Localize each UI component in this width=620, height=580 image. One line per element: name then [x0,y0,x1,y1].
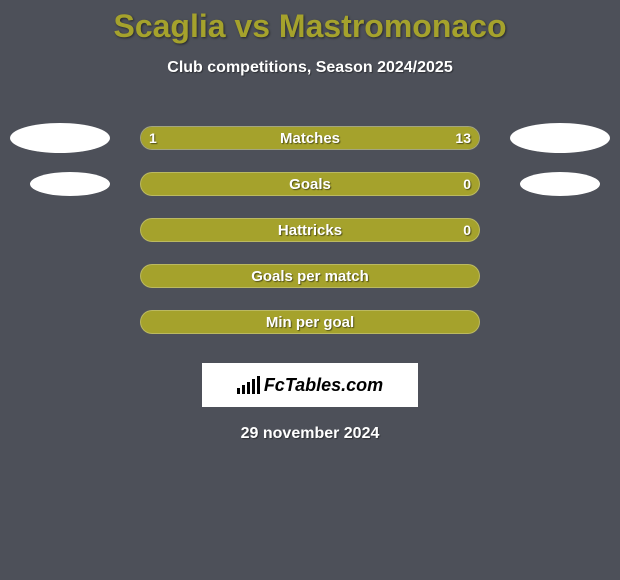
bar-wrap: Hattricks0 [140,218,480,242]
bar-wrap: Matches1 13 [140,126,480,150]
logo-box: FcTables.com [202,363,418,407]
logo-bars-icon [237,376,260,394]
player-avatar-right [510,123,610,153]
comparison-row: Min per goal [0,299,620,345]
comparison-row: Goals per match [0,253,620,299]
player-avatar-left [10,123,110,153]
bar-wrap: Goals0 [140,172,480,196]
date-text: 29 november 2024 [0,425,620,443]
bar-label: Min per goal [141,311,479,333]
player-avatar-right [520,172,600,196]
bar-label: Matches [141,127,479,149]
bar-value-right: 0 [455,219,479,241]
bar-label: Goals [141,173,479,195]
player-avatar-left [30,172,110,196]
bar-value-right: 0 [455,173,479,195]
page-title: Scaglia vs Mastromonaco [0,0,620,45]
comparison-row: Goals0 [0,161,620,207]
bar-wrap: Min per goal [140,310,480,334]
bar-wrap: Goals per match [140,264,480,288]
logo: FcTables.com [237,375,383,396]
bar-label: Goals per match [141,265,479,287]
comparison-chart: Matches113Goals0Hattricks0Goals per matc… [0,115,620,345]
comparison-row: Matches1 13 [0,115,620,161]
bar-value-left: 1 [141,127,165,149]
comparison-row: Hattricks0 [0,207,620,253]
logo-text: FcTables.com [264,375,383,396]
bar-value-right: 13 [447,127,479,149]
subtitle: Club competitions, Season 2024/2025 [0,59,620,77]
bar-label: Hattricks [141,219,479,241]
